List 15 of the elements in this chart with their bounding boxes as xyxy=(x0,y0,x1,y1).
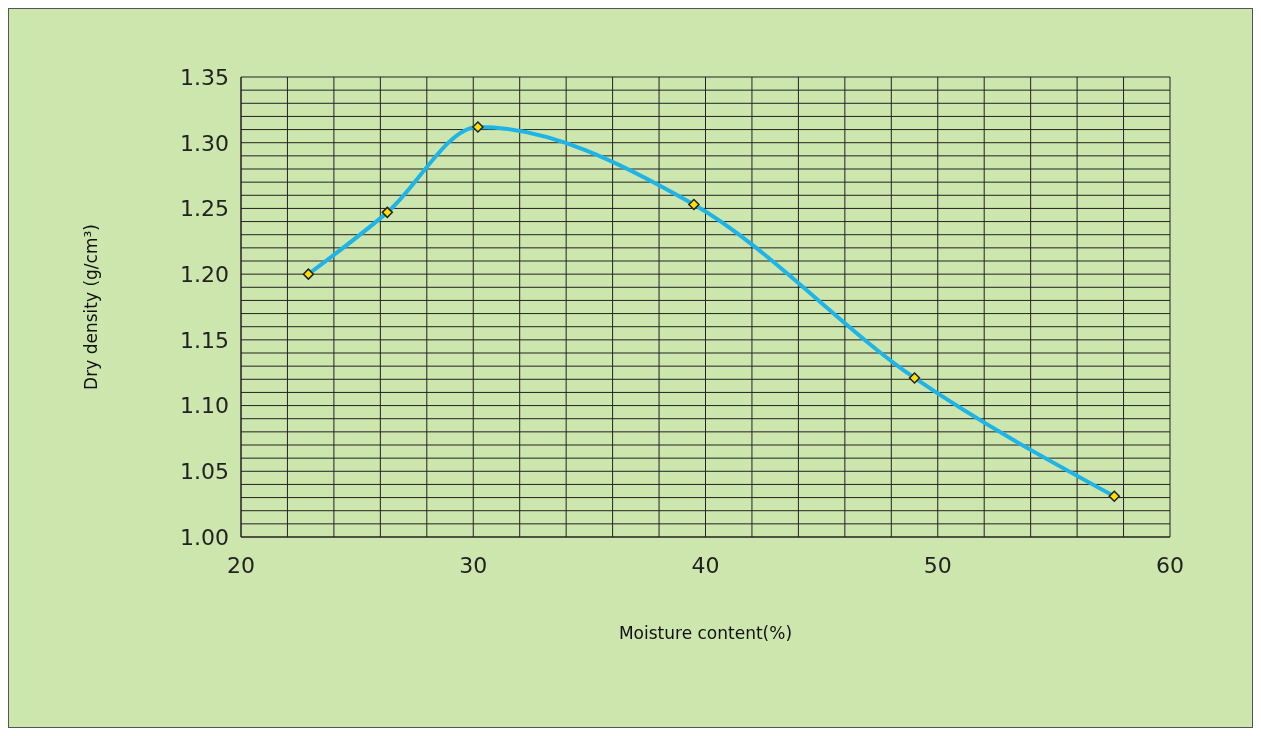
x-tick-label: 60 xyxy=(1156,552,1184,578)
y-tick-label: 1.15 xyxy=(180,327,229,353)
x-axis-title: Moisture content(%) xyxy=(618,623,793,644)
y-axis-title: Dry density (g/cm³) xyxy=(81,224,102,390)
x-tick-label: 20 xyxy=(227,552,255,578)
y-tick-label: 1.10 xyxy=(180,393,229,419)
x-tick-label: 40 xyxy=(691,552,720,578)
y-tick-label: 1.05 xyxy=(180,459,229,485)
x-tick-label: 50 xyxy=(923,552,952,578)
y-tick-label: 1.25 xyxy=(180,196,229,222)
x-tick-label: 30 xyxy=(459,552,488,578)
y-tick-label: 1.35 xyxy=(180,64,229,90)
y-tick-label: 1.30 xyxy=(180,130,229,156)
y-tick-label: 1.00 xyxy=(180,524,229,550)
y-tick-label: 1.20 xyxy=(180,261,229,287)
